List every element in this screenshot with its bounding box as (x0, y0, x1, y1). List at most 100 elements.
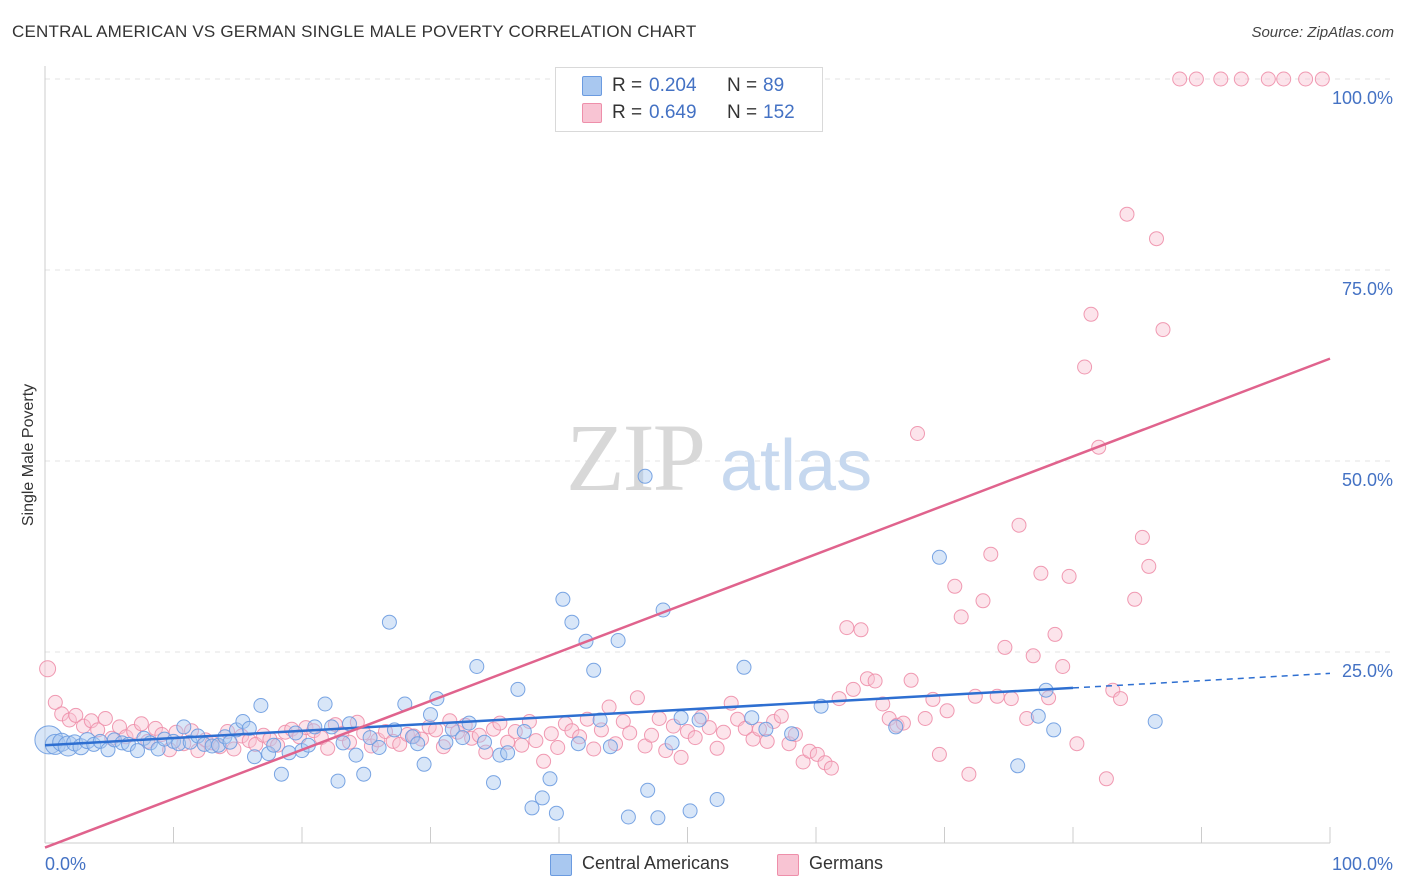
germans-point-137 (1025, 648, 1041, 664)
central-americans-point-55 (416, 756, 432, 772)
central-americans-point-20 (176, 719, 192, 735)
y-tick-label-75: 75.0% (1342, 279, 1393, 299)
germans-point-76 (586, 741, 602, 757)
germans-point-140 (1047, 626, 1063, 642)
germans-point-160 (1260, 71, 1276, 87)
central-americans-point-13 (130, 743, 145, 759)
stats-legend: R = 0.204 N = 89 R = 0.649 N = 152 (555, 67, 823, 132)
germans-point-15 (148, 720, 163, 736)
germans-point-130 (975, 593, 991, 609)
central-americans-point-43 (330, 773, 346, 789)
n-label: N = (727, 75, 758, 96)
germans-point-64 (500, 734, 516, 750)
central-americans-point-44 (335, 735, 351, 751)
central-americans-point-80 (610, 633, 626, 648)
germans-point-54 (428, 722, 444, 738)
germans-point-62 (486, 721, 501, 737)
central-americans-point-61 (461, 715, 477, 731)
germans-point-152 (1134, 529, 1150, 545)
x-tick-label-max: 100.0% (1332, 854, 1393, 874)
central-americans-point-91 (736, 659, 752, 675)
germans-point-47 (378, 724, 393, 739)
r-value: 0.204 (649, 75, 697, 96)
central-americans-point-73 (555, 591, 571, 607)
germans-point-110 (831, 691, 847, 707)
legend-label: Central Americans (582, 853, 730, 873)
central-americans-point-27 (222, 734, 238, 750)
germans-point-145 (1083, 306, 1099, 322)
central-americans-point-89 (691, 712, 707, 728)
central-americans-point-96 (888, 719, 904, 735)
germans-point-147 (1098, 771, 1114, 787)
central-americans-point-92 (744, 710, 760, 726)
y-tick-label-100: 100.0% (1332, 88, 1393, 108)
central-americans-point-67 (510, 681, 526, 697)
r-value: 0.649 (649, 102, 697, 123)
germans-point-112 (845, 681, 861, 697)
central-americans-point-34 (266, 737, 282, 753)
central-americans-point-31 (247, 749, 262, 765)
germans-point-55 (435, 739, 451, 755)
legend-label: Germans (809, 853, 884, 873)
legend-swatch-germans (777, 854, 799, 876)
germans-point-144 (1077, 359, 1093, 375)
central-americans-point-58 (438, 734, 454, 750)
series-central-americans (34, 468, 1163, 826)
germans-point-49 (392, 736, 408, 752)
germans-point-149 (1113, 691, 1128, 707)
central-americans-point-68 (516, 724, 532, 739)
germans-point-27 (234, 728, 250, 744)
germans-point-124 (931, 746, 947, 762)
germans-point-71 (550, 740, 566, 755)
central-americans-point-70 (534, 790, 550, 806)
tick-labels: 0.0% 100.0% 25.0% 50.0% 75.0% 100.0% (45, 88, 1393, 874)
n-value: 89 (763, 75, 785, 96)
germans-point-102 (773, 708, 789, 724)
germans-point-80 (615, 714, 631, 729)
germans-point-73 (564, 723, 580, 739)
germans-point-18 (168, 724, 184, 740)
germans-point-126 (947, 578, 963, 594)
central-americans-point-56 (423, 707, 438, 723)
y-tick-label-50: 50.0% (1342, 470, 1393, 490)
legend-swatch-central-americans (550, 854, 572, 876)
germans-swatch (582, 103, 602, 123)
watermark-zip: ZIP (566, 404, 704, 511)
central-americans-point-64 (486, 775, 501, 791)
n-value: 152 (763, 102, 795, 123)
central-americans-point-62 (469, 659, 485, 674)
germans-point-100 (759, 733, 775, 749)
germans-point-101 (766, 714, 782, 729)
central-americans-point-0 (34, 725, 64, 755)
germans-point-159 (1233, 71, 1249, 87)
germans-point-87 (665, 718, 681, 734)
germans-point-115 (867, 673, 883, 689)
germans-point-121 (910, 426, 925, 441)
germans-point-151 (1127, 591, 1143, 607)
germans-point-42 (342, 734, 357, 750)
germans-point-162 (1298, 71, 1314, 87)
germans-point-131 (983, 546, 999, 562)
n-label: N = (727, 102, 758, 123)
germans-point-134 (1003, 691, 1019, 707)
germans-point-157 (1188, 71, 1204, 87)
germans-point-125 (939, 703, 955, 719)
trend-line-central-americans (44, 686, 1074, 747)
germans-point-70 (543, 726, 559, 742)
central-americans-point-74 (564, 614, 580, 630)
germans-point-120 (903, 672, 919, 688)
germans-point-127 (953, 609, 969, 625)
germans-point-143 (1069, 736, 1085, 752)
germans-point-142 (1061, 568, 1077, 584)
central-americans-point-69 (524, 800, 540, 816)
central-americans-point-84 (650, 810, 666, 826)
series-germans (39, 71, 1330, 787)
germans-point-89 (680, 724, 695, 739)
germans-point-111 (839, 620, 855, 636)
x-tick-label-min: 0.0% (45, 854, 86, 874)
germans-point-155 (1155, 322, 1171, 338)
central-americans-point-97 (931, 549, 947, 565)
central-americans-point-99 (1030, 708, 1046, 724)
central-americans-point-98 (1010, 758, 1026, 774)
central-americans-point-72 (548, 805, 564, 821)
